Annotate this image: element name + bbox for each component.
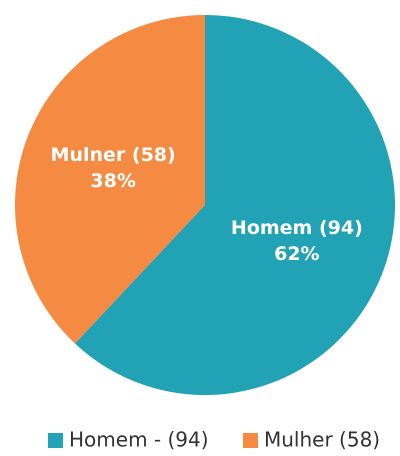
legend-swatch bbox=[48, 433, 63, 448]
legend-swatch bbox=[243, 433, 258, 448]
slice-label: Homem (94) bbox=[231, 217, 363, 239]
legend-label: Homem - (94) bbox=[69, 428, 209, 452]
slice-label: Mulner (58) bbox=[51, 144, 176, 166]
pie-slice bbox=[15, 15, 206, 344]
pie-slice bbox=[74, 15, 396, 395]
legend-label: Mulher (58) bbox=[264, 428, 380, 452]
slice-value-label: 38% bbox=[90, 170, 135, 192]
slice-value-label: 62% bbox=[274, 243, 319, 265]
